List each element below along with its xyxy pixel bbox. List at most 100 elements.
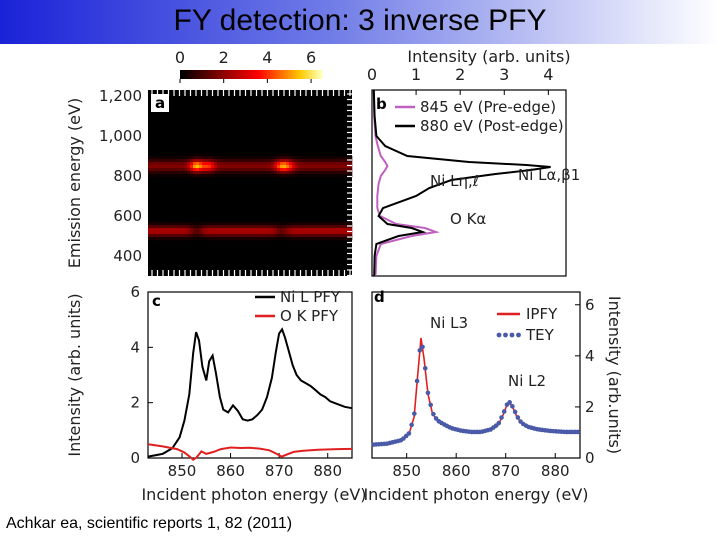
colorbar-segment — [200, 70, 203, 79]
heatmap-cell — [247, 225, 251, 229]
heatmap-cell — [301, 156, 305, 160]
heatmap-cell — [256, 156, 260, 160]
panel-c-ytick-label: 6 — [130, 283, 140, 301]
heatmap-cell — [244, 222, 248, 226]
heatmap-cell — [253, 165, 257, 169]
heatmap-cell — [196, 162, 200, 166]
heatmap-cell — [232, 174, 236, 178]
heatmap-cell — [151, 237, 155, 241]
heatmap-cell — [289, 156, 293, 160]
heatmap-cell — [283, 153, 287, 157]
panel-c-ytick-label: 0 — [130, 449, 140, 467]
heatmap-cell — [166, 174, 170, 178]
heatmap-cell — [250, 237, 254, 241]
heatmap-cell — [220, 165, 224, 169]
heatmap-cell — [187, 231, 191, 235]
heatmap-cell — [235, 237, 239, 241]
heatmap-cell — [184, 225, 188, 229]
heatmap-cell — [211, 156, 215, 160]
heatmap-cell — [199, 225, 203, 229]
heatmap-cell — [301, 162, 305, 166]
heatmap-cell — [292, 156, 296, 160]
colorbar-segment — [192, 70, 195, 79]
heatmap-cell — [310, 174, 314, 178]
heatmap-cell — [160, 162, 164, 166]
heatmap-cell — [271, 222, 275, 226]
heatmap-cell — [337, 159, 341, 163]
heatmap-cell — [313, 237, 317, 241]
panel-a-tick-marks — [151, 90, 352, 277]
heatmap-cell — [220, 225, 224, 229]
heatmap-cell — [229, 234, 233, 238]
panel-b-annotation: Ni Lη,ℓ — [430, 172, 479, 190]
heatmap-cell — [199, 153, 203, 157]
colorbar-segment — [198, 70, 201, 79]
heatmap-cell — [280, 168, 284, 172]
heatmap-cell — [196, 168, 200, 172]
heatmap-cell — [304, 228, 308, 232]
heatmap-cell — [277, 225, 281, 229]
heatmap-cell — [277, 162, 281, 166]
heatmap-cell — [160, 228, 164, 232]
heatmap-cell — [223, 222, 227, 226]
heatmap-cell — [241, 222, 245, 226]
heatmap-cell — [289, 237, 293, 241]
heatmap-cell — [301, 174, 305, 178]
heatmap-cell — [280, 171, 284, 175]
heatmap-cell — [214, 168, 218, 172]
heatmap-cell — [163, 165, 167, 169]
heatmap-cell — [280, 228, 284, 232]
heatmap-cell — [223, 171, 227, 175]
colorbar-segment — [228, 70, 231, 79]
heatmap-cell — [283, 231, 287, 235]
heatmap-cell — [193, 153, 197, 157]
heatmap-cell — [217, 228, 221, 232]
heatmap-cell — [196, 156, 200, 160]
heatmap-cell — [175, 171, 179, 175]
heatmap-cell — [322, 228, 326, 232]
heatmap-cell — [235, 168, 239, 172]
heatmap-cell — [316, 174, 320, 178]
heatmap-cell — [208, 174, 212, 178]
heatmap-cell — [163, 237, 167, 241]
heatmap-cell — [277, 171, 281, 175]
heatmap-cell — [283, 225, 287, 229]
heatmap-cell — [163, 159, 167, 163]
heatmap-cell — [292, 162, 296, 166]
heatmap-cell — [223, 231, 227, 235]
heatmap-cell — [259, 174, 263, 178]
heatmap-cell — [160, 156, 164, 160]
heatmap-cell — [349, 234, 353, 238]
heatmap-cell — [172, 156, 176, 160]
heatmap-cell — [229, 225, 233, 229]
heatmap-cell — [325, 228, 329, 232]
heatmap-cell — [298, 174, 302, 178]
heatmap-cell — [298, 159, 302, 163]
tey-data-point — [420, 344, 425, 350]
heatmap-cell — [235, 228, 239, 232]
heatmap-cell — [154, 237, 158, 241]
heatmap-cell — [196, 222, 200, 226]
heatmap-cell — [292, 222, 296, 226]
heatmap-cell — [169, 168, 173, 172]
heatmap-cell — [319, 174, 323, 178]
heatmap-cell — [154, 168, 158, 172]
heatmap-cell — [232, 156, 236, 160]
heatmap-cell — [343, 156, 347, 160]
heatmap-cell — [295, 171, 299, 175]
heatmap-cell — [331, 174, 335, 178]
heatmap-cell — [172, 231, 176, 235]
heatmap-cell — [160, 222, 164, 226]
colorbar-segment — [204, 70, 207, 79]
heatmap-cell — [175, 234, 179, 238]
heatmap-cell — [328, 162, 332, 166]
heatmap-cell — [226, 231, 230, 235]
colorbar-segment — [248, 70, 251, 79]
tey-data-point — [575, 429, 581, 435]
heatmap-cell — [313, 231, 317, 235]
slide-title: FY detection: 3 inverse PFY — [173, 4, 547, 37]
heatmap-cell — [205, 225, 209, 229]
heatmap-cell — [163, 234, 167, 238]
heatmap-cell — [148, 159, 152, 163]
heatmap-cell — [187, 171, 191, 175]
